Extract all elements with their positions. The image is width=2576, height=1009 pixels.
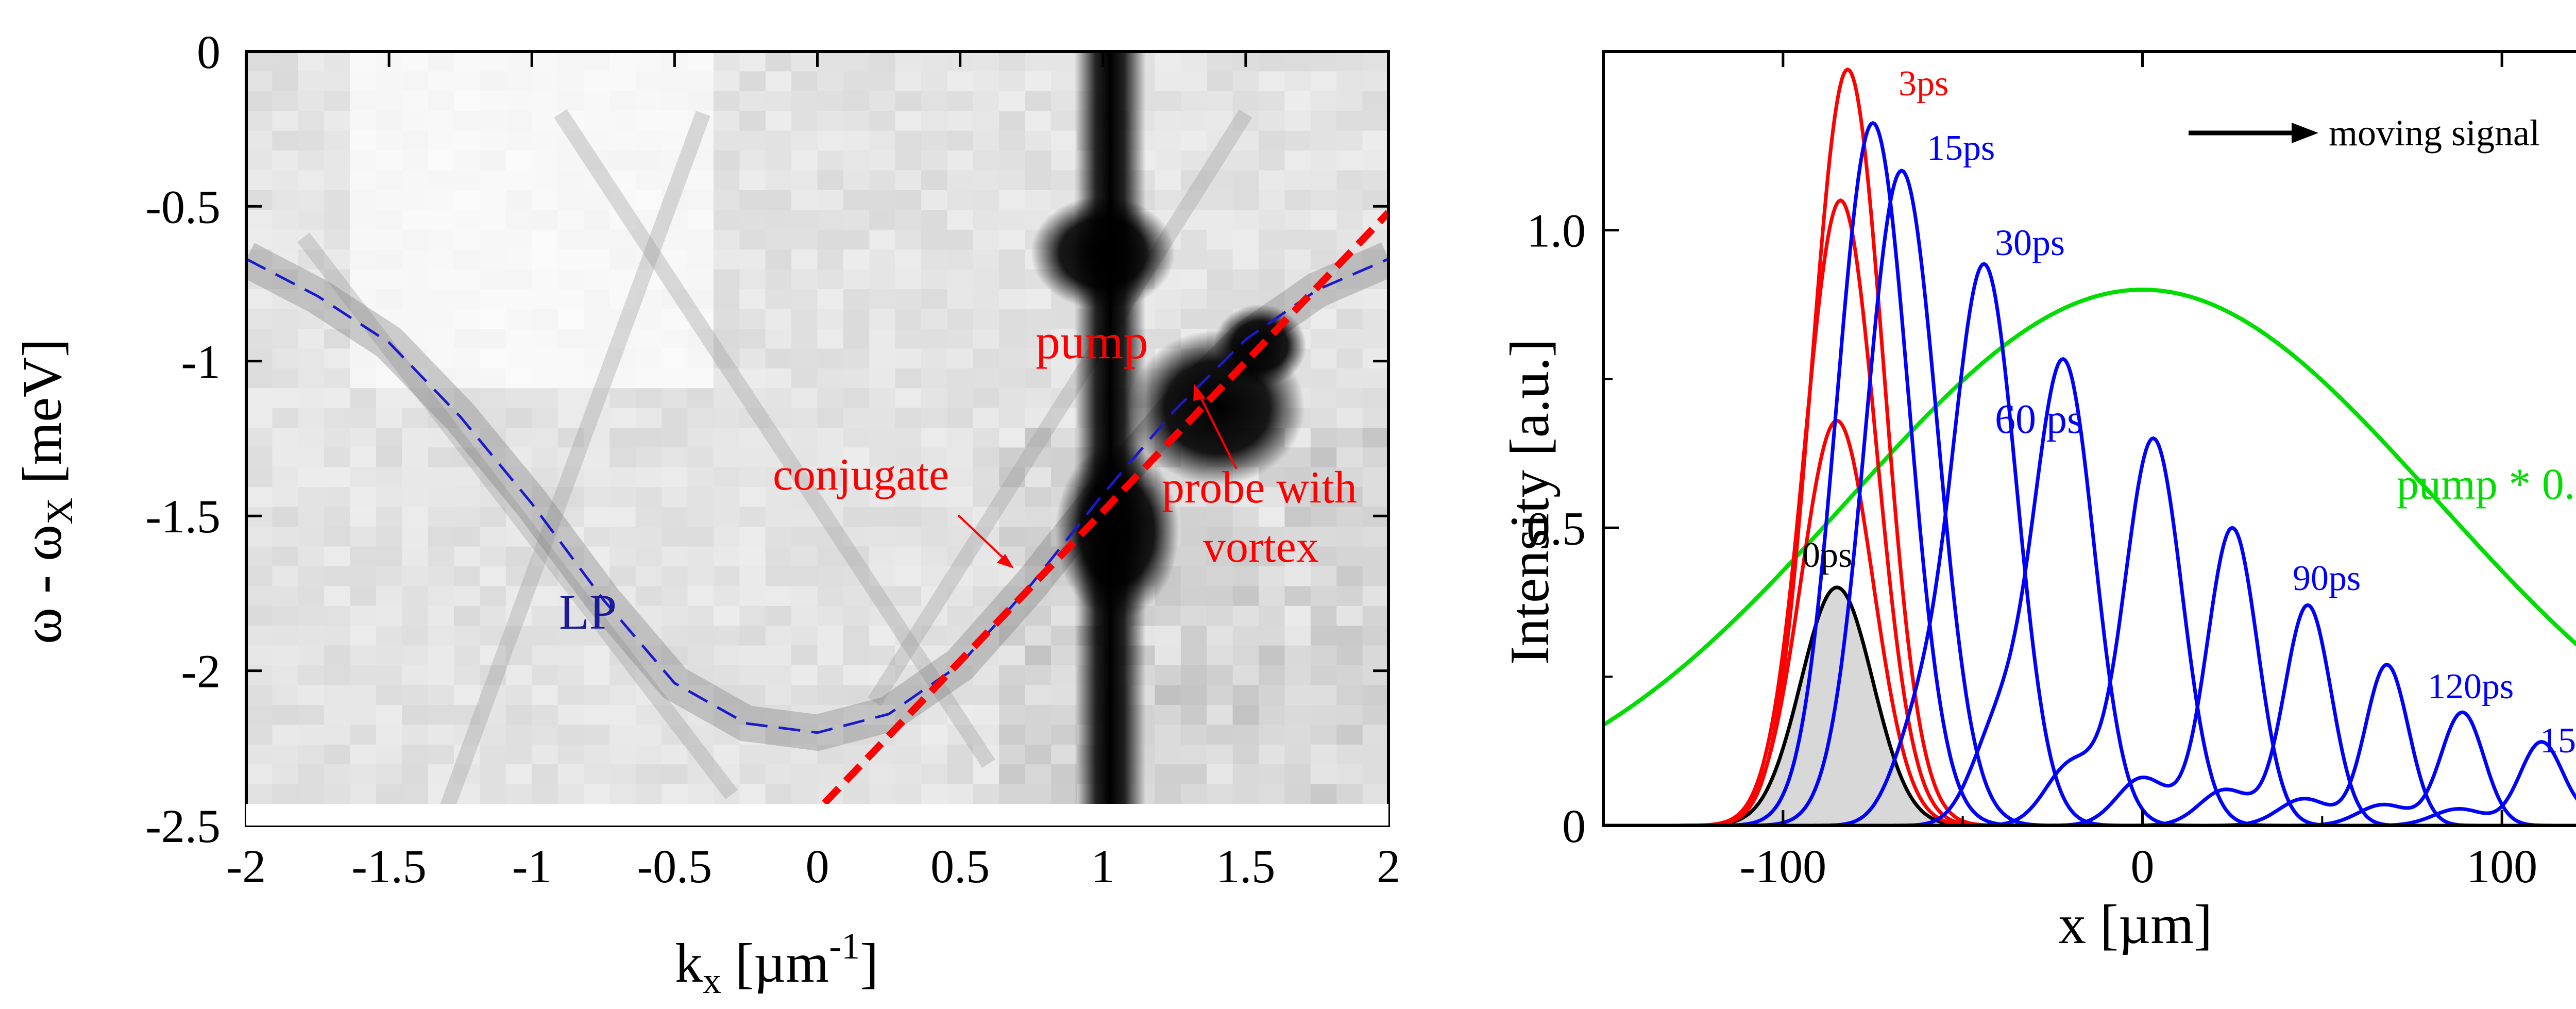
curve-0ps-fill (1603, 587, 2576, 826)
lp-dispersion-line (246, 258, 1388, 734)
curve-pump-0-1 (1603, 288, 2576, 727)
left-x-tick-label: -2 (227, 840, 266, 893)
pump-line (819, 210, 1388, 804)
curve-3ps (1603, 67, 2576, 826)
right-axis-ticks: -100 0 100 0 0.5 1.0 (1527, 52, 2537, 893)
right-plot-frame (1602, 50, 2576, 827)
left-x-tick-label: 0.5 (930, 840, 990, 893)
curve-60-ps (1603, 357, 2576, 826)
annotation-conjugate: conjugate (773, 450, 949, 500)
curve-0ps (1603, 585, 2576, 826)
left-x-tick-label: 2 (1377, 840, 1400, 893)
label-0ps: 0ps (1802, 535, 1852, 575)
moving-signal-legend: moving signal (2189, 112, 2540, 154)
label-15ps: 15ps (1927, 128, 1995, 168)
curve-90ps (1603, 603, 2576, 826)
annotation-pump: pump (1036, 314, 1148, 369)
annotation-lp: LP (559, 584, 617, 640)
left-axis-ticks: -2 -1.5 -1 -0.5 0 0.5 1 1.5 20-0.5-1-1.5-2-2.5 (145, 26, 1400, 893)
left-x-tick-label: -1.5 (351, 840, 427, 893)
curve-signal (1603, 436, 2576, 826)
left-y-tick-label: -1 (181, 335, 221, 388)
left-y-tick-label: 0 (197, 26, 221, 78)
label-120ps: 120ps (2428, 667, 2514, 707)
left-x-tick-label: 1 (1091, 840, 1115, 893)
annotation-vortex: vortex (1203, 522, 1319, 572)
label-3ps: 3ps (1899, 64, 1948, 104)
curve-30ps (1603, 262, 2576, 826)
dispersion-heatmap-panel: -2 -1.5 -1 -0.5 0 0.5 1 1.5 20-0.5-1-1.5-2-2.5 k… (12, 26, 1400, 1001)
left-y-axis-label: ω - ωX [meV] (12, 339, 80, 644)
right-y-tick-label: 0.5 (1527, 502, 1586, 554)
curve-signal (1603, 526, 2576, 826)
right-y-tick-label: 1.0 (1527, 205, 1586, 257)
conjugate-arrow (957, 514, 1014, 568)
left-x-tick-label: 0 (806, 840, 829, 893)
left-x-axis-label: kx [µm-1] (675, 926, 878, 1001)
left-x-tick-label: -1 (512, 840, 552, 893)
label-30ps: 30ps (1995, 222, 2065, 263)
left-y-tick-label: -2.5 (145, 800, 221, 852)
right-y-axis-label: Intensity [a.u.] (1499, 339, 1561, 665)
curve-15ps (1603, 121, 2576, 826)
right-y-tick-label: 0 (1562, 800, 1586, 852)
left-x-tick-label: 1.5 (1216, 840, 1275, 893)
curve-red-1 (1603, 418, 2576, 826)
left-x-tick-label: -0.5 (637, 840, 713, 893)
label-pump: pump * 0.1 (2397, 459, 2576, 509)
left-y-tick-label: -1.5 (145, 490, 221, 543)
right-x-axis-label: x [µm] (2058, 894, 2212, 955)
label-60ps: 60 ps (1995, 397, 2083, 442)
moving-signal-label: moving signal (2329, 112, 2540, 154)
curve-red-2 (1603, 198, 2576, 826)
heatmap-image (246, 52, 1388, 804)
probe-arrow (1193, 384, 1238, 469)
right-x-tick-label: -100 (1740, 840, 1827, 893)
left-y-tick-label: -2 (181, 645, 221, 698)
left-y-tick-label: -0.5 (145, 180, 221, 233)
right-x-tick-label: 0 (2131, 840, 2155, 893)
curve-150ps (1603, 739, 2576, 826)
annotation-probe-with: probe with (1162, 463, 1357, 513)
label-90ps: 90ps (2293, 559, 2361, 598)
right-x-tick-label: 100 (2466, 840, 2537, 893)
